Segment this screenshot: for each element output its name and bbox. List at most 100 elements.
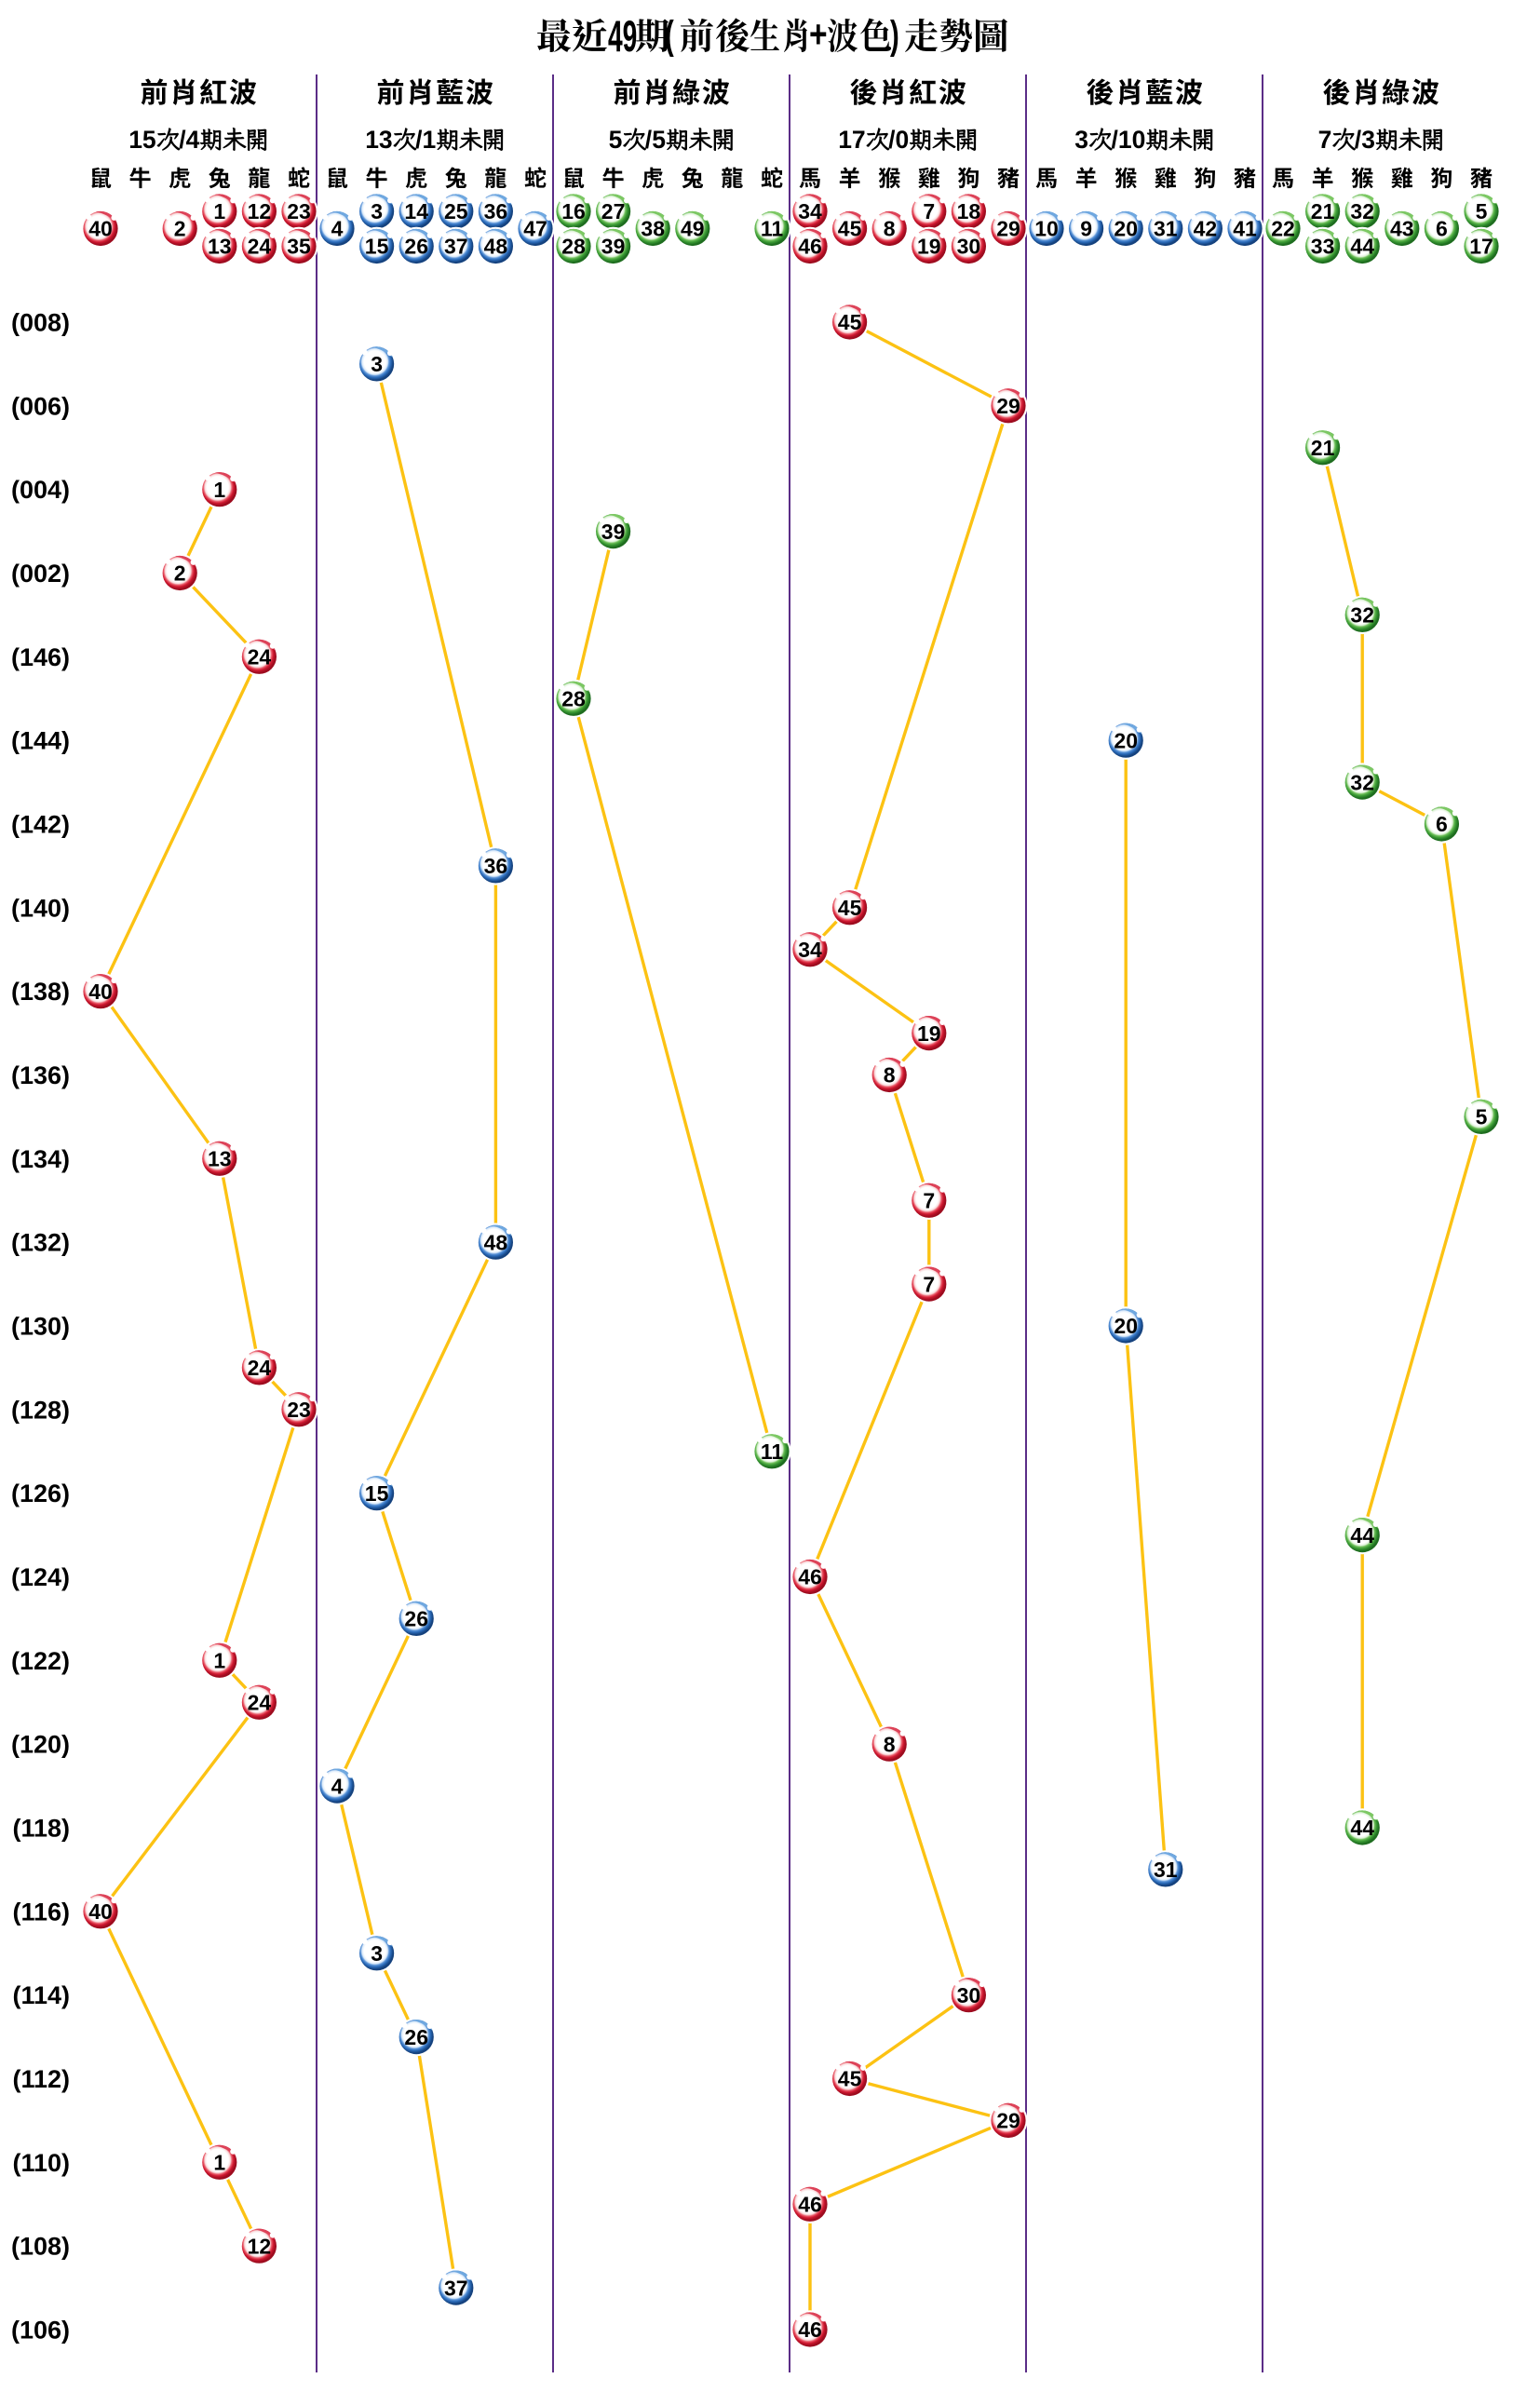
svg-text:1: 1 bbox=[213, 2151, 225, 2175]
svg-text:13: 13 bbox=[365, 126, 392, 154]
svg-text:/: / bbox=[1355, 126, 1362, 154]
svg-text:30: 30 bbox=[957, 1983, 981, 2007]
svg-text:2: 2 bbox=[174, 217, 186, 241]
svg-text:46: 46 bbox=[798, 2193, 822, 2217]
svg-text:33: 33 bbox=[1311, 235, 1335, 259]
svg-text:): ) bbox=[890, 12, 899, 57]
svg-text:29: 29 bbox=[996, 2109, 1020, 2133]
svg-text:3: 3 bbox=[1074, 126, 1088, 154]
svg-text:31: 31 bbox=[1154, 217, 1178, 241]
svg-text:26: 26 bbox=[404, 1607, 428, 1631]
svg-text:9: 9 bbox=[1080, 217, 1092, 241]
svg-text:49: 49 bbox=[681, 217, 705, 241]
svg-text:35: 35 bbox=[287, 235, 311, 259]
svg-text:7: 7 bbox=[923, 1189, 935, 1213]
svg-text:(122): (122) bbox=[11, 1647, 70, 1675]
svg-text:24: 24 bbox=[248, 1356, 272, 1380]
svg-text:45: 45 bbox=[838, 896, 862, 920]
svg-text:45: 45 bbox=[838, 310, 862, 334]
svg-text:/: / bbox=[645, 126, 653, 154]
svg-text:(108): (108) bbox=[11, 2233, 70, 2261]
svg-text:5: 5 bbox=[652, 126, 666, 154]
svg-text:4: 4 bbox=[331, 1774, 344, 1798]
svg-text:48: 48 bbox=[484, 235, 508, 259]
svg-text:14: 14 bbox=[404, 199, 428, 223]
svg-text:21: 21 bbox=[1311, 436, 1335, 460]
svg-text:0: 0 bbox=[896, 126, 910, 154]
svg-text:40: 40 bbox=[88, 217, 113, 241]
svg-text:31: 31 bbox=[1154, 1858, 1178, 1882]
svg-text:(006): (006) bbox=[11, 392, 70, 420]
svg-text:(112): (112) bbox=[12, 2065, 70, 2093]
svg-text:(138): (138) bbox=[11, 978, 70, 1006]
svg-text:13: 13 bbox=[208, 1147, 232, 1171]
svg-text:45: 45 bbox=[838, 217, 862, 241]
svg-text:40: 40 bbox=[88, 980, 113, 1004]
svg-text:22: 22 bbox=[1271, 217, 1295, 241]
svg-text:15: 15 bbox=[128, 126, 155, 154]
svg-text:12: 12 bbox=[248, 199, 272, 223]
svg-text:15: 15 bbox=[365, 1481, 389, 1506]
svg-text:23: 23 bbox=[287, 1398, 311, 1422]
svg-text:11: 11 bbox=[761, 217, 784, 241]
svg-text:10: 10 bbox=[1034, 217, 1059, 241]
svg-text:37: 37 bbox=[444, 2276, 468, 2300]
svg-text:7: 7 bbox=[923, 199, 935, 223]
svg-text:(: ( bbox=[665, 12, 674, 57]
svg-text:27: 27 bbox=[601, 199, 626, 223]
svg-text:28: 28 bbox=[561, 687, 586, 711]
svg-text:36: 36 bbox=[484, 854, 508, 878]
svg-text:1: 1 bbox=[213, 1649, 225, 1673]
svg-text:(144): (144) bbox=[11, 727, 70, 755]
svg-text:(146): (146) bbox=[11, 643, 70, 671]
svg-text:45: 45 bbox=[838, 2067, 862, 2091]
svg-text:46: 46 bbox=[798, 1565, 822, 1589]
svg-text:44: 44 bbox=[1350, 235, 1374, 259]
svg-text:/: / bbox=[415, 126, 423, 154]
svg-text:38: 38 bbox=[641, 217, 665, 241]
svg-text:21: 21 bbox=[1311, 199, 1335, 223]
svg-text:12: 12 bbox=[248, 2234, 272, 2258]
svg-text:(118): (118) bbox=[12, 1815, 70, 1843]
svg-text:(114): (114) bbox=[12, 1981, 70, 2009]
svg-text:39: 39 bbox=[601, 235, 626, 259]
svg-text:47: 47 bbox=[523, 217, 547, 241]
svg-text:1: 1 bbox=[213, 478, 225, 502]
svg-text:4: 4 bbox=[331, 217, 344, 241]
svg-text:(134): (134) bbox=[11, 1145, 70, 1173]
svg-text:(128): (128) bbox=[11, 1396, 70, 1424]
svg-text:44: 44 bbox=[1350, 1816, 1374, 1840]
svg-text:15: 15 bbox=[365, 235, 389, 259]
svg-text:18: 18 bbox=[957, 199, 981, 223]
svg-text:3: 3 bbox=[1361, 126, 1375, 154]
svg-text:(106): (106) bbox=[11, 2317, 70, 2345]
svg-text:5: 5 bbox=[1476, 1105, 1488, 1129]
svg-text:5: 5 bbox=[1476, 199, 1488, 223]
svg-text:(140): (140) bbox=[11, 894, 70, 922]
svg-text:30: 30 bbox=[957, 235, 981, 259]
svg-text:6: 6 bbox=[1436, 812, 1448, 836]
svg-text:6: 6 bbox=[1436, 217, 1448, 241]
svg-text:19: 19 bbox=[917, 1021, 941, 1046]
svg-text:8: 8 bbox=[884, 217, 896, 241]
svg-text:(002): (002) bbox=[11, 560, 70, 588]
svg-text:28: 28 bbox=[561, 235, 586, 259]
svg-text:24: 24 bbox=[248, 1691, 272, 1715]
svg-text:32: 32 bbox=[1350, 770, 1374, 794]
svg-text:8: 8 bbox=[884, 1732, 896, 1756]
svg-text:20: 20 bbox=[1114, 728, 1138, 752]
svg-text:29: 29 bbox=[996, 217, 1020, 241]
svg-text:32: 32 bbox=[1350, 603, 1374, 628]
svg-text:34: 34 bbox=[798, 199, 822, 223]
svg-text:(004): (004) bbox=[11, 476, 70, 504]
svg-text:34: 34 bbox=[798, 938, 822, 962]
svg-text:17: 17 bbox=[1469, 235, 1493, 259]
svg-text:(130): (130) bbox=[11, 1313, 70, 1341]
svg-text:20: 20 bbox=[1114, 1314, 1138, 1338]
svg-text:2: 2 bbox=[174, 561, 186, 586]
svg-text:37: 37 bbox=[444, 235, 468, 259]
svg-text:8: 8 bbox=[884, 1063, 896, 1088]
svg-text:5: 5 bbox=[609, 126, 623, 154]
svg-text:+: + bbox=[809, 14, 828, 57]
svg-text:32: 32 bbox=[1350, 199, 1374, 223]
